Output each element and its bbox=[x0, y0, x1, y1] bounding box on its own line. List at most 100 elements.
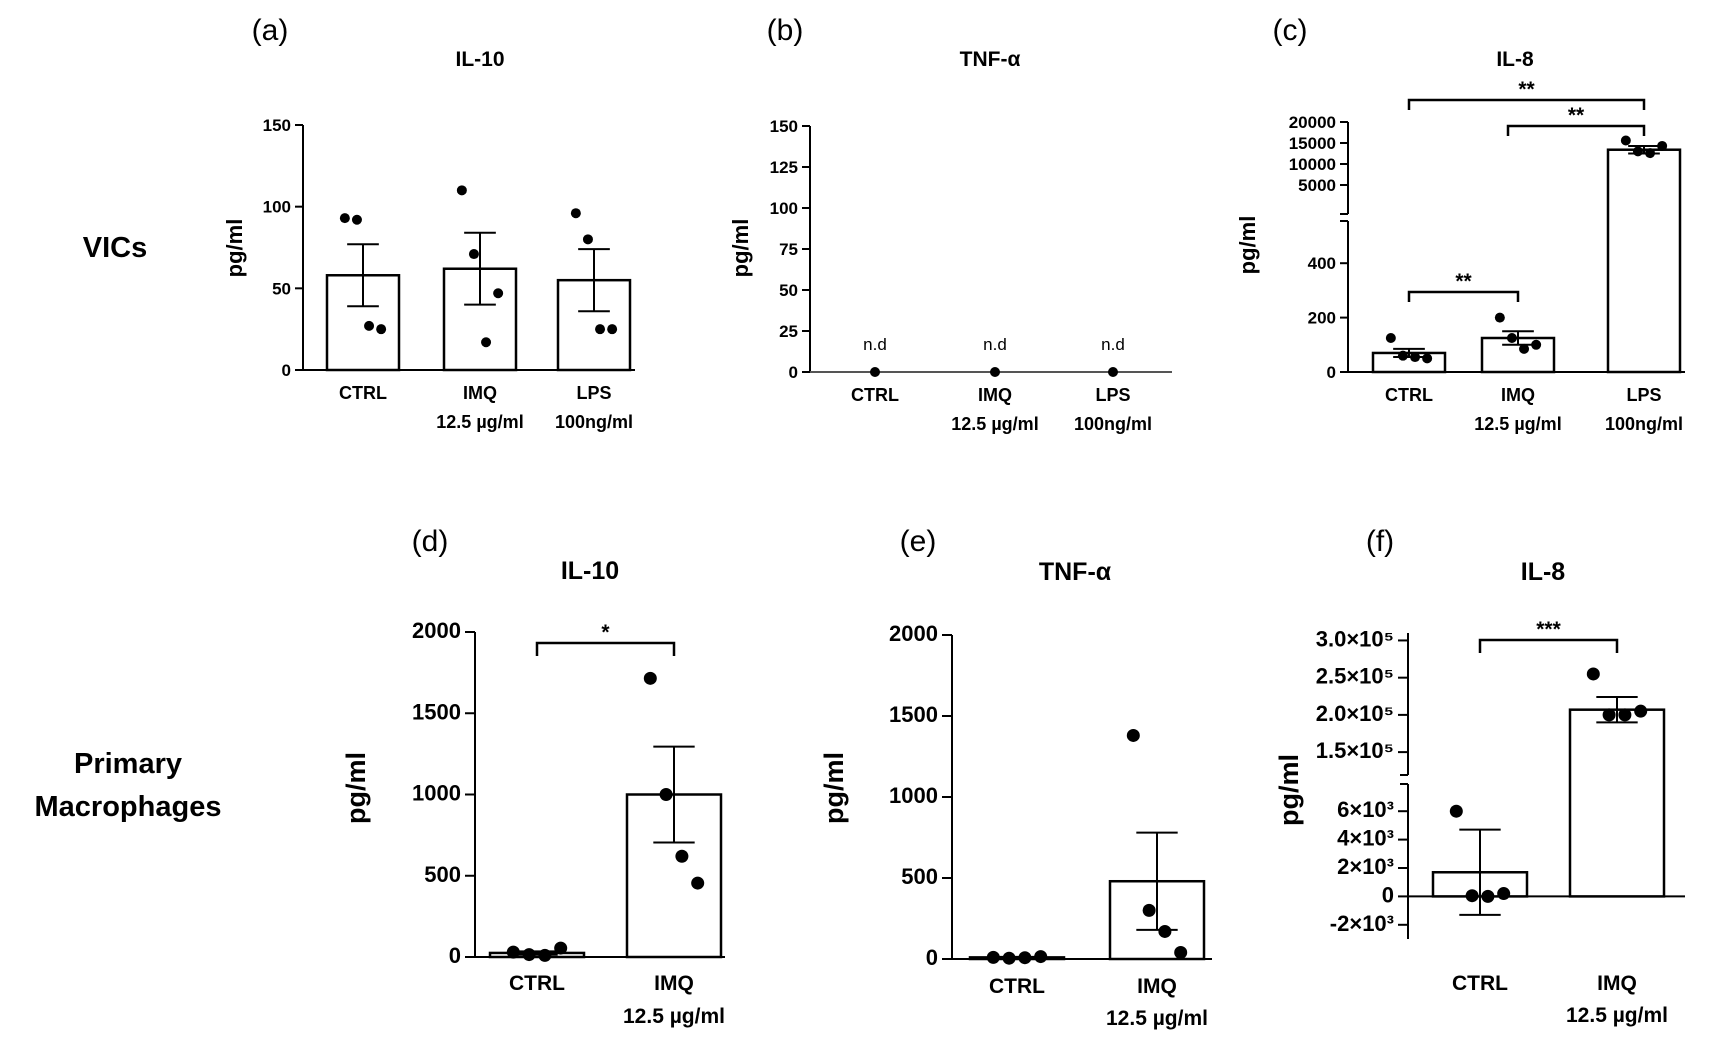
y-tick-label: 0 bbox=[926, 945, 938, 970]
data-point bbox=[1449, 804, 1463, 818]
data-point bbox=[351, 214, 362, 225]
y-tick-label: 6×10³ bbox=[1337, 797, 1394, 822]
data-point bbox=[1018, 951, 1032, 965]
y-tick-label: 20000 bbox=[1289, 113, 1336, 132]
bar bbox=[1606, 148, 1682, 374]
data-point bbox=[607, 324, 618, 335]
y-tick-label: 75 bbox=[779, 240, 798, 259]
y-axis-label: pg/ml bbox=[819, 752, 849, 824]
data-point bbox=[538, 948, 552, 962]
y-axis-label: pg/ml bbox=[222, 219, 247, 278]
panel-letter: (c) bbox=[1273, 14, 1308, 47]
x-category-label: CTRL bbox=[339, 383, 387, 403]
data-point bbox=[456, 185, 467, 196]
chart-panel-f: (f) IL-8 pg/ml -2×10³ 0 2×10³ 4×10³ 6×10³ 1.5×10… bbox=[1274, 525, 1685, 1027]
data-point bbox=[659, 788, 673, 801]
data-point bbox=[1531, 339, 1542, 350]
y-axis-label: pg/ml bbox=[1274, 754, 1304, 826]
x-category-sublabel: 12.5 µg/ml bbox=[623, 1005, 725, 1028]
y-tick-label: 0 bbox=[1382, 882, 1394, 907]
data-point bbox=[1494, 312, 1505, 323]
data-point bbox=[1645, 148, 1656, 159]
panel-title: IL-8 bbox=[1496, 48, 1534, 71]
data-point bbox=[554, 941, 568, 955]
significance-label: * bbox=[601, 621, 610, 644]
y-tick-label: 1000 bbox=[889, 783, 938, 808]
y-tick-label: 15000 bbox=[1289, 134, 1336, 153]
y-tick-label: 3.0×10⁵ bbox=[1316, 626, 1394, 651]
data-point bbox=[1506, 333, 1517, 343]
data-point bbox=[675, 849, 689, 863]
x-category-sublabel: 100ng/ml bbox=[555, 412, 633, 432]
y-tick-label: 0 bbox=[449, 943, 461, 968]
x-category-label: LPS bbox=[1626, 385, 1661, 405]
data-point bbox=[506, 945, 520, 959]
x-category-label: IMQ bbox=[1137, 975, 1177, 998]
data-point bbox=[1422, 353, 1433, 364]
significance-label: ** bbox=[1455, 270, 1472, 293]
data-point bbox=[595, 324, 606, 335]
significance-bracket bbox=[1478, 638, 1619, 653]
y-tick-label: 1.5×10⁵ bbox=[1316, 738, 1394, 763]
row-label-macrophages-line2: Macrophages bbox=[35, 791, 222, 823]
x-category-sublabel: 12.5 µg/ml bbox=[1566, 1004, 1668, 1027]
data-point bbox=[1657, 140, 1668, 151]
y-axis-label: pg/ml bbox=[728, 219, 753, 278]
data-point bbox=[1586, 667, 1600, 681]
y-tick-label: 4×10³ bbox=[1337, 826, 1394, 851]
y-tick-label: 400 bbox=[1308, 254, 1336, 273]
y-tick-label: 1000 bbox=[412, 781, 461, 806]
panel-title: TNF-α bbox=[1039, 558, 1112, 586]
data-point bbox=[1620, 135, 1631, 146]
significance-label: ** bbox=[1518, 78, 1535, 101]
chart-panel-d: (d) IL-10 pg/ml 0 500 1000 1500 2000 CTRL IMQ 12.5… bbox=[341, 525, 725, 1028]
data-point bbox=[643, 671, 657, 685]
y-axis-label: pg/ml bbox=[341, 752, 371, 824]
x-category-sublabel: 12.5 µg/ml bbox=[436, 412, 523, 432]
x-category-label: IMQ bbox=[463, 383, 497, 403]
bar bbox=[1568, 708, 1666, 898]
data-point bbox=[1410, 352, 1421, 363]
y-tick-label: 150 bbox=[263, 116, 291, 135]
x-category-sublabel: 12.5 µg/ml bbox=[1106, 1007, 1208, 1030]
significance-label: ** bbox=[1568, 104, 1585, 127]
y-tick-label: 2000 bbox=[412, 618, 461, 643]
not-detected-label: n.d bbox=[863, 335, 887, 354]
data-point bbox=[481, 337, 492, 348]
x-category-label: CTRL bbox=[509, 972, 565, 995]
y-tick-label: 500 bbox=[901, 864, 938, 889]
y-tick-label: 2×10³ bbox=[1337, 854, 1394, 879]
panel-title: TNF-α bbox=[960, 48, 1021, 71]
data-point bbox=[1385, 333, 1396, 343]
y-tick-label: -2×10³ bbox=[1330, 911, 1394, 936]
data-point bbox=[1519, 343, 1530, 354]
data-point bbox=[1126, 728, 1140, 742]
data-point bbox=[1481, 889, 1495, 903]
y-tick-label: 0 bbox=[1327, 363, 1336, 382]
y-tick-label: 10000 bbox=[1289, 155, 1336, 174]
data-point bbox=[1465, 889, 1479, 903]
significance-label: *** bbox=[1536, 618, 1561, 641]
y-tick-label: 100 bbox=[770, 199, 798, 218]
data-point bbox=[1142, 903, 1156, 917]
significance-bracket bbox=[1407, 98, 1646, 110]
panel-title: IL-8 bbox=[1521, 558, 1566, 586]
data-point bbox=[1034, 950, 1048, 964]
y-tick-label: 100 bbox=[263, 198, 291, 217]
x-category-label: CTRL bbox=[1385, 385, 1433, 405]
row-label-macrophages-line1: Primary bbox=[74, 748, 182, 780]
data-point bbox=[376, 324, 387, 335]
y-tick-label: 500 bbox=[424, 862, 461, 887]
x-category-label: IMQ bbox=[978, 385, 1012, 405]
x-category-sublabel: 12.5 µg/ml bbox=[1474, 414, 1561, 434]
data-point bbox=[364, 320, 375, 331]
y-tick-label: 0 bbox=[282, 361, 291, 380]
data-point bbox=[582, 234, 593, 245]
x-category-label: CTRL bbox=[989, 975, 1045, 998]
y-axis-label: pg/ml bbox=[1235, 216, 1260, 275]
chart-panel-e: (e) TNF-α pg/ml 0 500 1000 1500 2000 CTRL IMQ 12.5… bbox=[819, 525, 1212, 1030]
data-point bbox=[1108, 367, 1118, 377]
data-point bbox=[691, 876, 705, 890]
chart-panel-a: (a) IL-10 pg/ml 0 50 100 150 CTRL IMQ 12.5 µg/ml L… bbox=[222, 14, 635, 432]
not-detected-label: n.d bbox=[1101, 335, 1125, 354]
